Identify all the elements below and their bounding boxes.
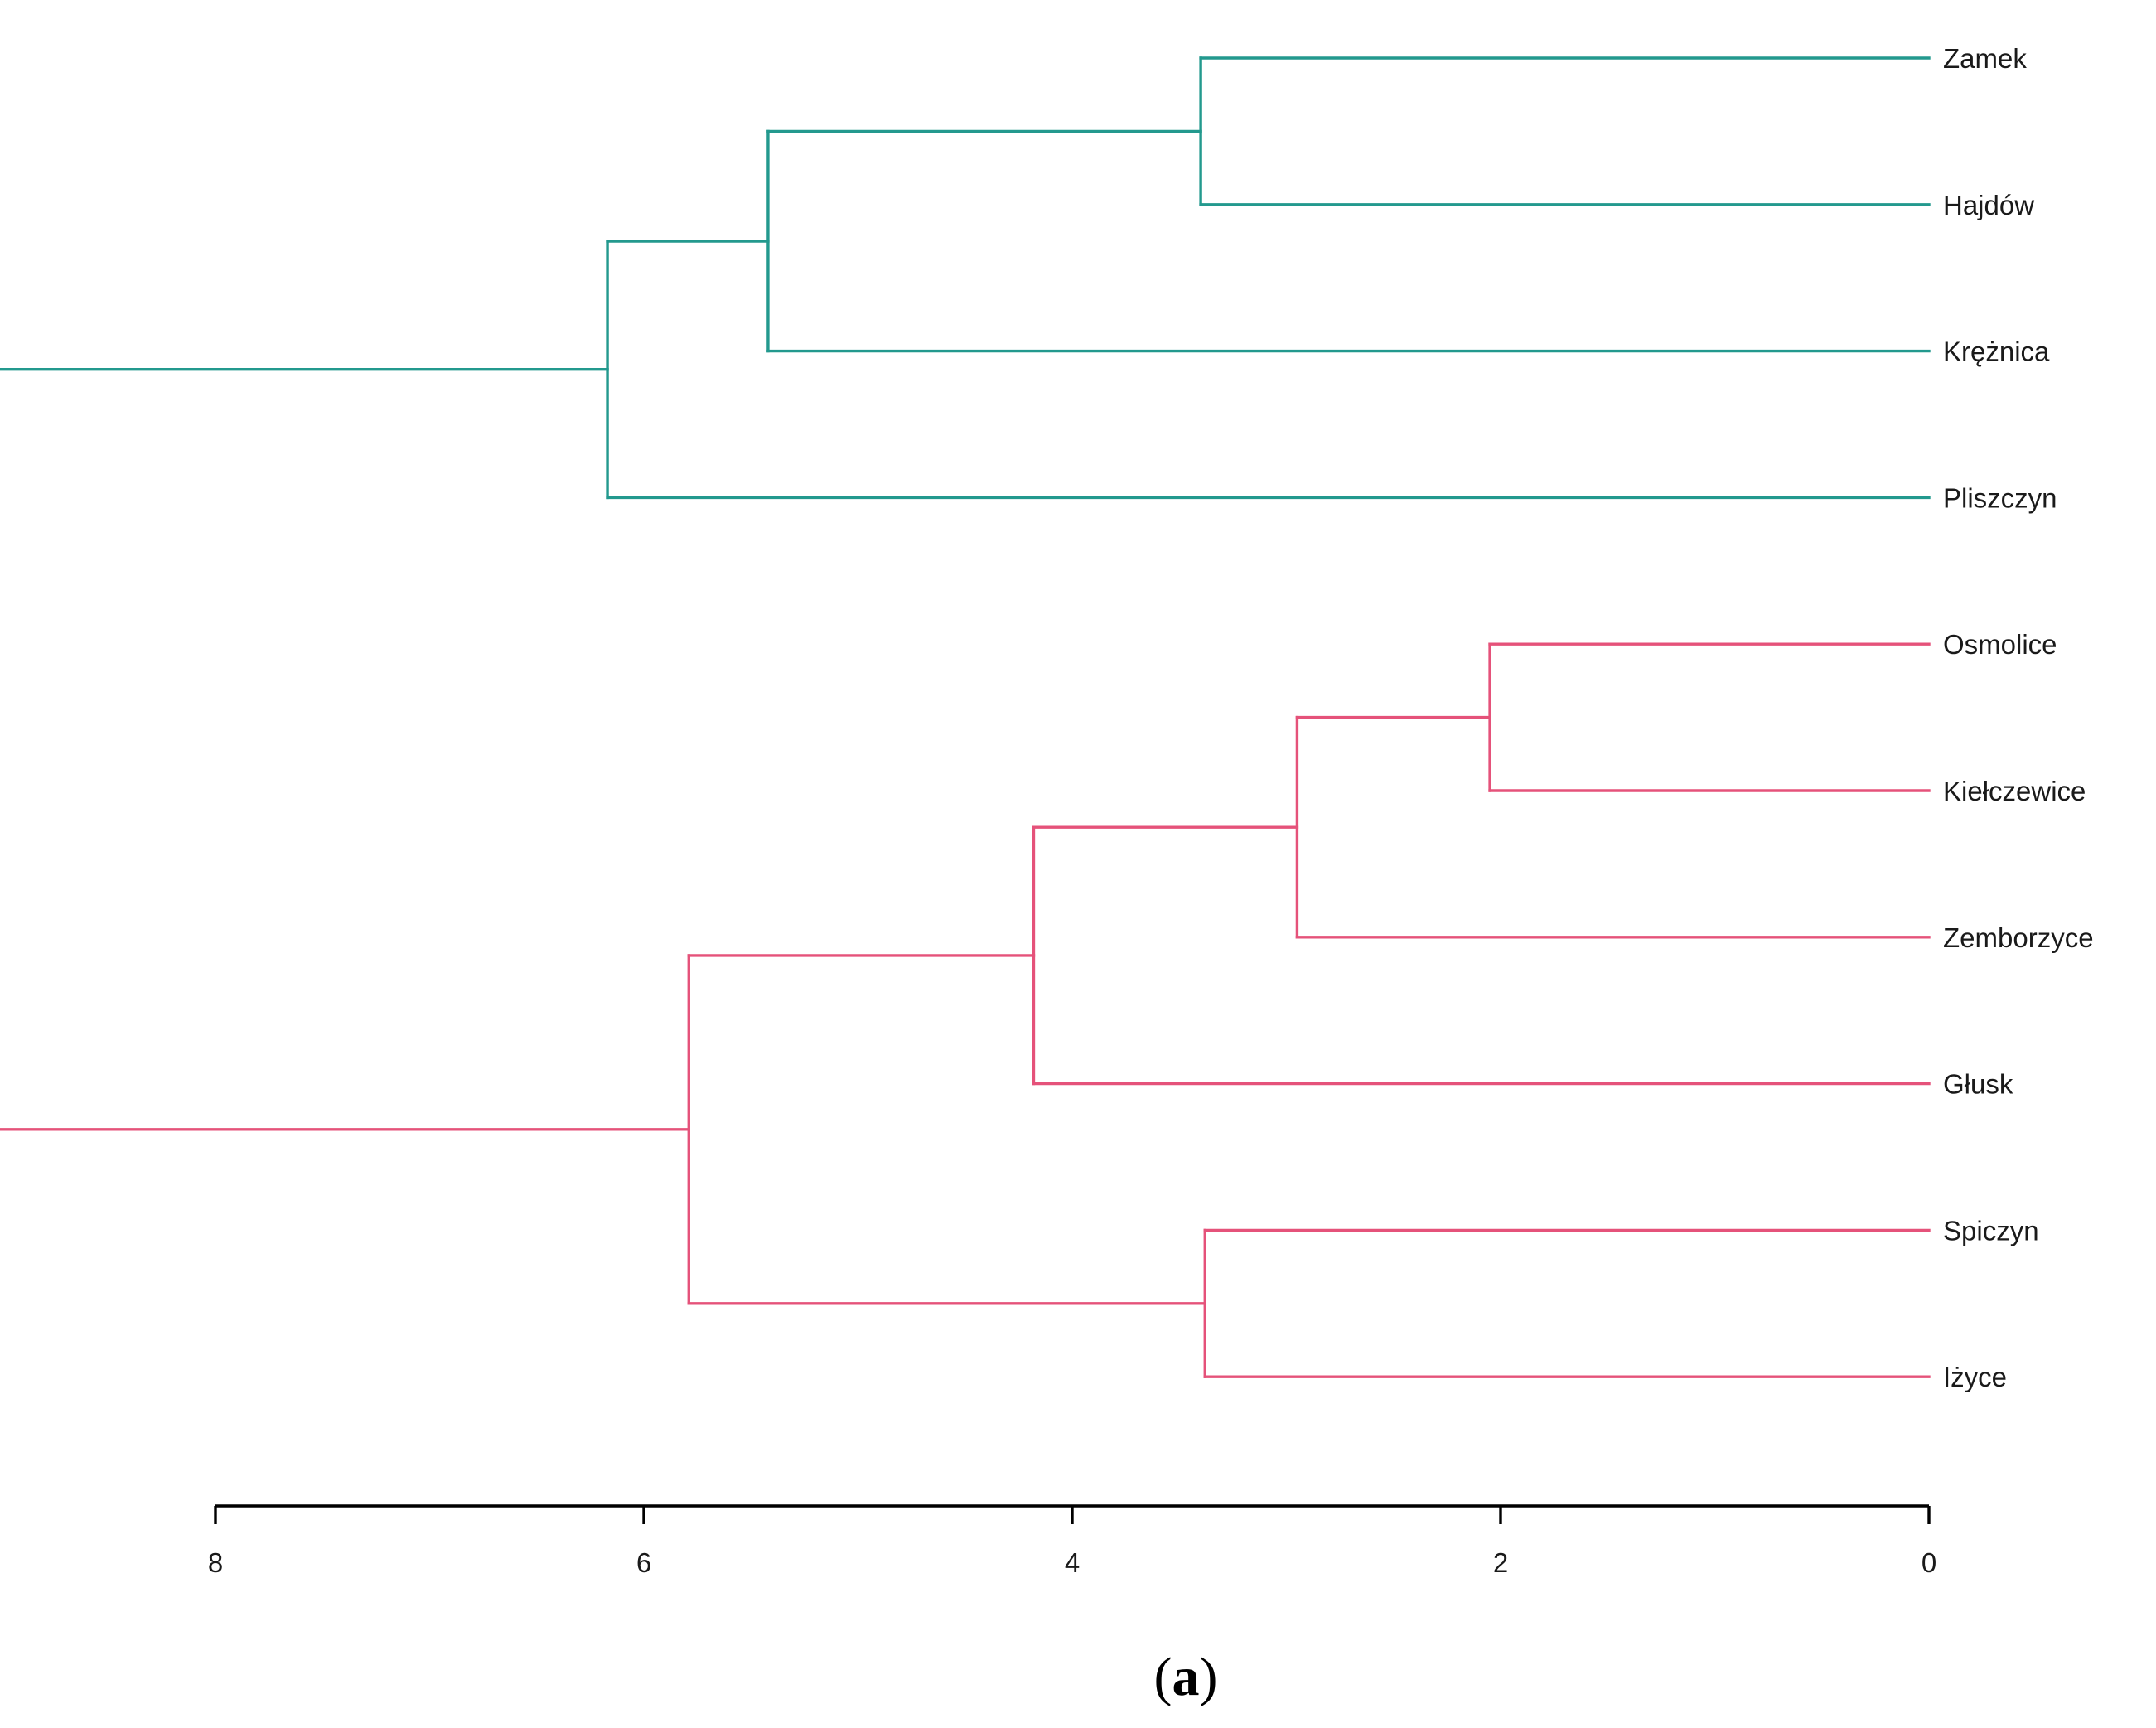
leaf-label-pliszczyn: Pliszczyn (1943, 482, 2057, 513)
axis-tick-label: 4 (1065, 1547, 1080, 1578)
leaf-label-kielczewice: Kiełczewice (1943, 776, 2086, 806)
leaf-label-zamek: Zamek (1943, 43, 2027, 74)
leaf-labels: Zamek Hajdów Krężnica Pliszczyn Osmolice Kieł… (1943, 43, 2094, 1392)
leaf-label-glusk: Głusk (1943, 1069, 2013, 1100)
dendrogram-branches (0, 56, 1931, 1378)
caption-close-paren: ) (1200, 1647, 1218, 1707)
axis-tick-label: 8 (208, 1547, 223, 1578)
leaf-label-kreznica: Krężnica (1943, 336, 2050, 367)
leaf-label-osmolice: Osmolice (1943, 629, 2057, 660)
caption-letter: a (1172, 1647, 1200, 1707)
axis-tick-label: 2 (1493, 1547, 1508, 1578)
caption-open-paren: ( (1154, 1647, 1172, 1707)
axis-tick-label: 0 (1922, 1547, 1936, 1578)
axis-tick-label: 6 (636, 1547, 651, 1578)
distance-axis: 8 6 4 2 0 (208, 1504, 1936, 1578)
leaf-label-hajdow: Hajdów (1943, 190, 2034, 220)
leaf-label-spiczyn: Spiczyn (1943, 1215, 2039, 1246)
figure-caption: (a) (1154, 1647, 1218, 1707)
leaf-label-zemborzyce: Zemborzyce (1943, 922, 2094, 953)
leaf-label-izyce: Iżyce (1943, 1362, 2007, 1392)
